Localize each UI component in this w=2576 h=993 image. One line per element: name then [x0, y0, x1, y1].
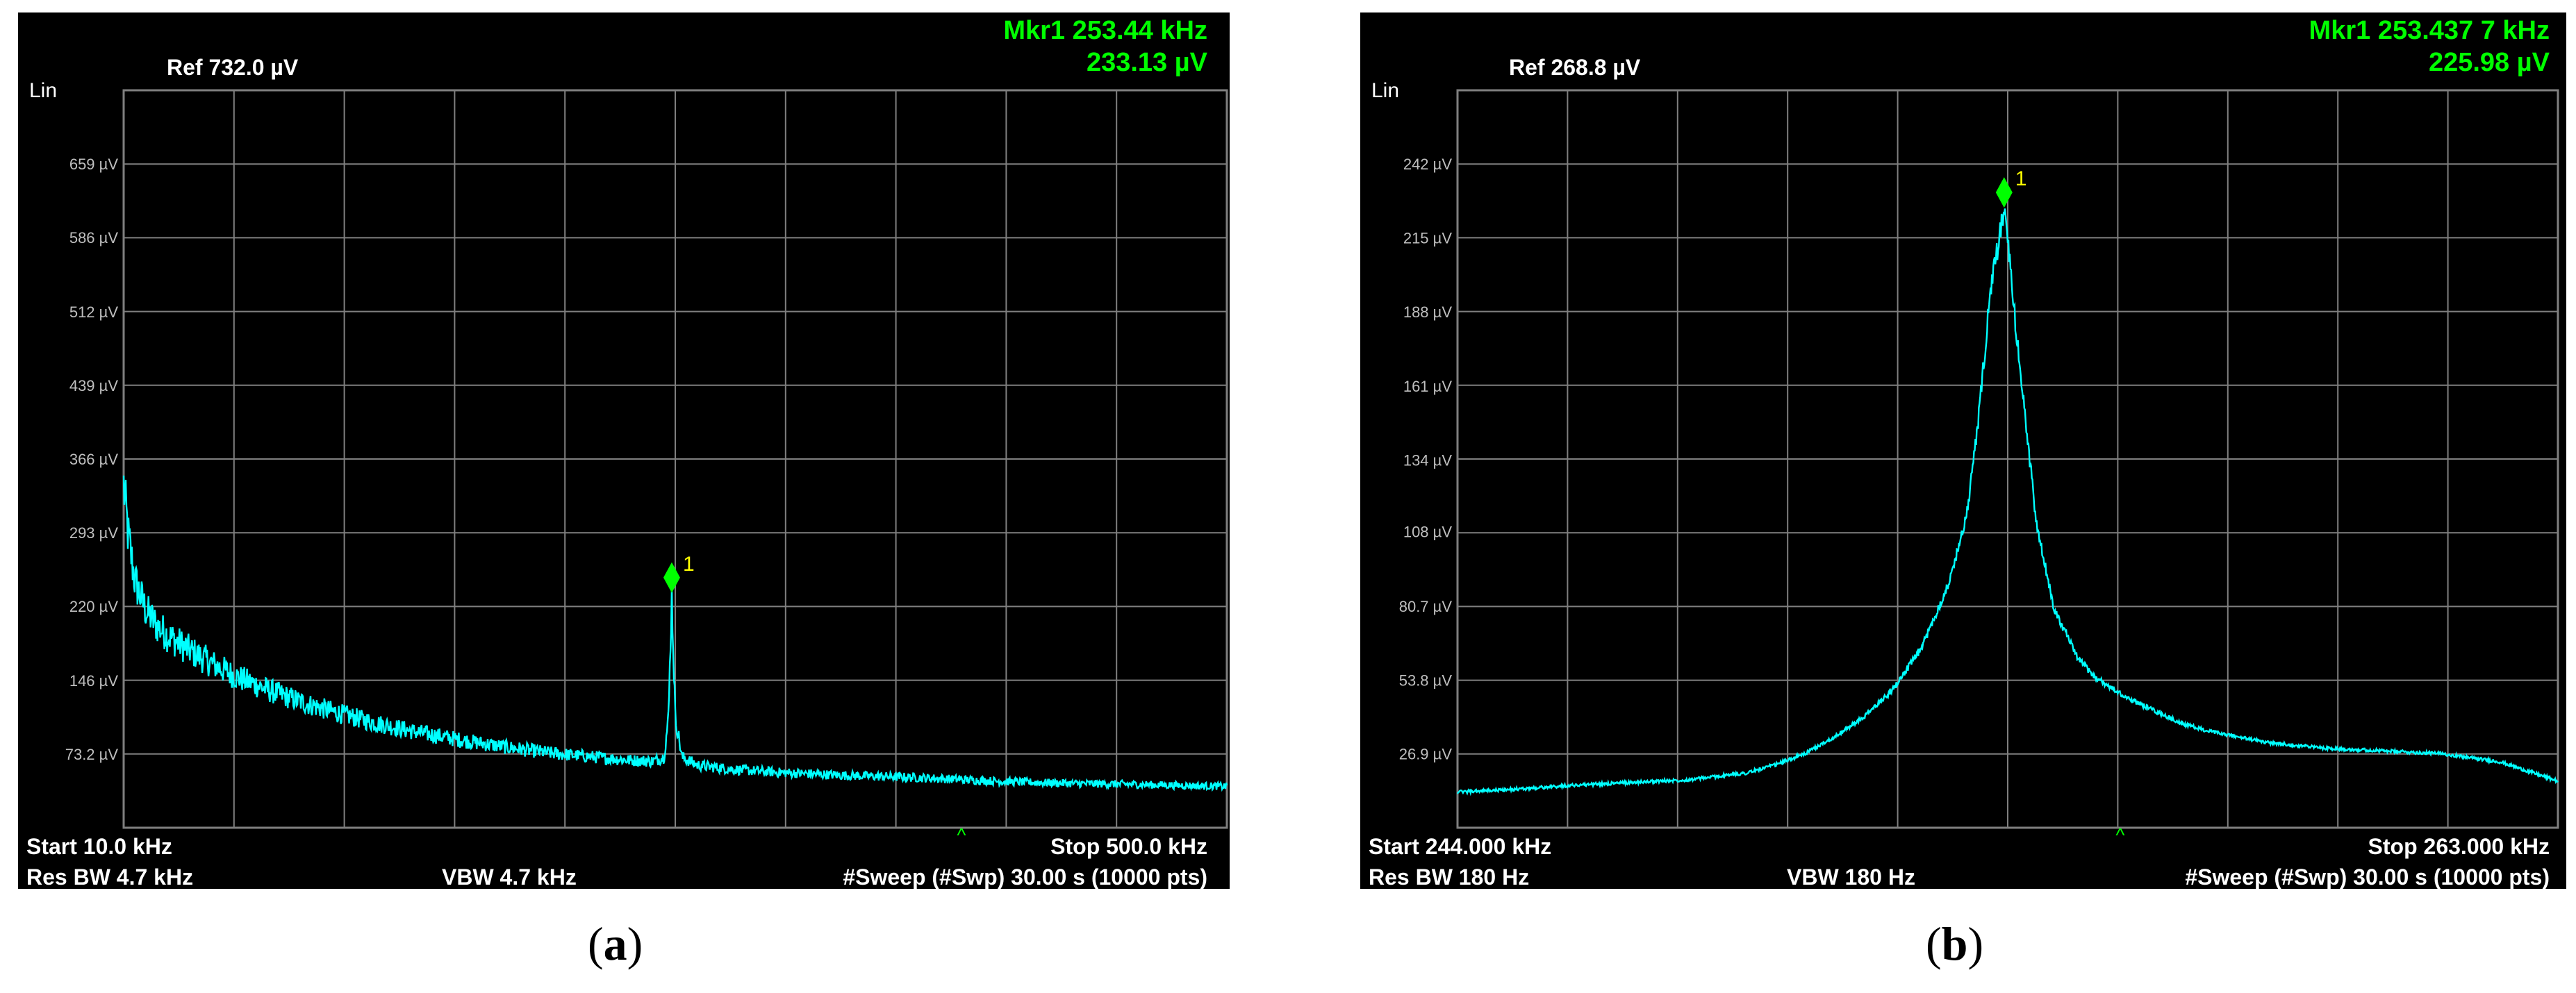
- y-tick-label: 73.2 µV: [65, 746, 119, 763]
- y-tick-label: 242 µV: [1403, 156, 1452, 173]
- y-tick-label: 659 µV: [69, 156, 118, 173]
- spectrum-plot-a: Mkr1 253.44 kHz 233.13 µV Ref 732.0 µV L…: [26, 16, 1228, 889]
- y-tick-label: 439 µV: [69, 377, 118, 394]
- marker-frequency-readout: Mkr1 253.437 7 kHz: [2309, 16, 2550, 45]
- caption-letter-b: b: [1941, 917, 1968, 970]
- spectrum-plot-b: Mkr1 253.437 7 kHz 225.98 µV Ref 268.8 µ…: [1369, 16, 2559, 889]
- y-tick-label: 512 µV: [69, 303, 118, 321]
- video-bandwidth-label: VBW 180 Hz: [1787, 865, 1915, 889]
- y-tick-label: 586 µV: [69, 229, 118, 247]
- marker-number-label: 1: [683, 553, 695, 576]
- marker-amplitude-readout: 233.13 µV: [1087, 48, 1208, 77]
- start-frequency-label: Start 244.000 kHz: [1369, 834, 1551, 859]
- marker-amplitude-readout: 225.98 µV: [2429, 48, 2550, 77]
- y-tick-label: 108 µV: [1403, 523, 1452, 540]
- center-tick-symbol: ^: [2115, 824, 2124, 846]
- marker-frequency-readout: Mkr1 253.44 kHz: [1003, 16, 1207, 45]
- resolution-bandwidth-label: Res BW 4.7 kHz: [26, 865, 193, 889]
- y-tick-label: 215 µV: [1403, 230, 1452, 247]
- scale-type-label: Lin: [29, 79, 57, 102]
- spectrum-trace: [122, 475, 1228, 792]
- y-tick-label: 293 µV: [69, 524, 118, 542]
- y-tick-label: 161 µV: [1403, 378, 1452, 395]
- y-tick-label: 220 µV: [69, 598, 118, 615]
- stop-frequency-label: Stop 263.000 kHz: [2368, 834, 2550, 859]
- y-tick-label: 134 µV: [1403, 452, 1452, 469]
- marker-diamond-icon: [1995, 177, 2013, 208]
- caption-b: (b): [1926, 917, 1984, 970]
- sweep-time-label: #Sweep (#Swp) 30.00 s (10000 pts): [2185, 865, 2550, 889]
- scale-type-label: Lin: [1371, 79, 1399, 102]
- sweep-time-label: #Sweep (#Swp) 30.00 s (10000 pts): [843, 865, 1207, 889]
- spectrum-panel-b: Mkr1 253.437 7 kHz 225.98 µV Ref 268.8 µ…: [1360, 12, 2566, 889]
- spectrum-panel-a: Mkr1 253.44 kHz 233.13 µV Ref 732.0 µV L…: [18, 12, 1230, 889]
- stop-frequency-label: Stop 500.0 kHz: [1050, 834, 1207, 859]
- y-tick-label: 53.8 µV: [1399, 671, 1453, 689]
- y-tick-label: 366 µV: [69, 451, 118, 468]
- caption-letter-a: a: [603, 917, 627, 970]
- start-frequency-label: Start 10.0 kHz: [26, 834, 172, 859]
- spectrum-trace: [1456, 208, 2559, 796]
- y-tick-label: 146 µV: [69, 672, 118, 690]
- y-tick-label: 80.7 µV: [1399, 598, 1453, 615]
- caption-a: (a): [588, 917, 643, 970]
- center-tick-symbol: ^: [957, 824, 966, 846]
- y-tick-label: 188 µV: [1403, 303, 1452, 321]
- marker-diamond-icon: [663, 562, 680, 593]
- y-tick-label: 26.9 µV: [1399, 746, 1453, 763]
- reference-level-label: Ref 732.0 µV: [167, 55, 299, 80]
- resolution-bandwidth-label: Res BW 180 Hz: [1369, 865, 1529, 889]
- reference-level-label: Ref 268.8 µV: [1509, 55, 1641, 80]
- video-bandwidth-label: VBW 4.7 kHz: [442, 865, 577, 889]
- marker-number-label: 1: [2015, 167, 2027, 190]
